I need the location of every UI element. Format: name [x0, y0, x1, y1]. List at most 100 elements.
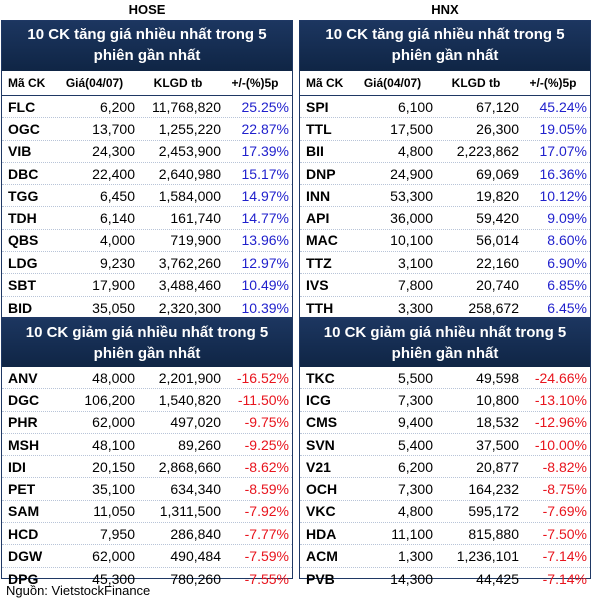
change-cell: -13.10%	[534, 391, 587, 408]
volume-cell: 161,740	[170, 210, 221, 227]
change-cell: -8.75%	[542, 481, 587, 498]
volume-cell: 56,014	[476, 232, 519, 249]
table-row: VKC 4,800 595,172 -7.69%	[300, 501, 590, 524]
volume-cell: 164,232	[468, 481, 519, 498]
price-cell: 11,050	[93, 503, 135, 520]
stock-code: SPI	[306, 98, 329, 115]
volume-cell: 89,260	[178, 436, 221, 453]
stock-code: TTZ	[306, 254, 332, 271]
table-row: FLC 6,200 11,768,820 25.25%	[2, 96, 292, 119]
price-cell: 1,300	[397, 548, 433, 565]
price-cell: 6,200	[397, 458, 433, 475]
stock-code: DNP	[306, 165, 336, 182]
table-row: SVN 5,400 37,500 -10.00%	[300, 434, 590, 457]
volume-cell: 1,311,500	[159, 503, 221, 520]
volume-cell: 19,820	[476, 187, 519, 204]
volume-cell: 20,877	[476, 458, 519, 475]
price-cell: 20,150	[92, 458, 135, 475]
stock-code: MSH	[8, 436, 40, 453]
volume-cell: 490,484	[170, 548, 221, 565]
table-row: ICG 7,300 10,800 -13.10%	[300, 389, 590, 412]
panel-title: 10 CK giảm giá nhiều nhất trong 5 phiên …	[2, 319, 292, 367]
table-row: INN 53,300 19,820 10.12%	[300, 185, 590, 208]
change-cell: -7.92%	[244, 503, 289, 520]
table-row: TTL 17,500 26,300 19.05%	[300, 118, 590, 141]
price-cell: 24,300	[92, 143, 135, 160]
change-cell: 14.77%	[241, 210, 289, 227]
change-cell: 9.09%	[547, 210, 587, 227]
col-code: Mã CK	[8, 76, 46, 90]
volume-cell: 2,453,900	[158, 143, 221, 160]
stock-code: TTL	[306, 120, 332, 137]
col-change: +/-(%)5p	[529, 76, 577, 90]
table-row: IVS 7,800 20,740 6.85%	[300, 274, 590, 297]
volume-cell: 22,160	[476, 254, 519, 271]
volume-cell: 258,672	[468, 299, 519, 316]
table-row: ANV 48,000 2,201,900 -16.52%	[2, 367, 292, 390]
price-cell: 62,000	[92, 414, 135, 431]
table-row: LDG 9,230 3,762,260 12.97%	[2, 252, 292, 275]
table-row: DPG 45,300 780,260 -7.55%	[2, 568, 292, 590]
stock-code: VIB	[8, 143, 32, 160]
change-cell: 17.39%	[241, 143, 289, 160]
volume-cell: 1,255,220	[158, 120, 221, 137]
price-cell: 45,300	[92, 570, 135, 587]
price-cell: 7,300	[397, 391, 433, 408]
volume-cell: 2,320,300	[158, 299, 221, 316]
price-cell: 6,140	[99, 210, 135, 227]
volume-cell: 26,300	[476, 120, 519, 137]
col-code: Mã CK	[306, 76, 344, 90]
table-row: DNP 24,900 69,069 16.36%	[300, 163, 590, 186]
price-cell: 36,000	[390, 210, 433, 227]
stock-code: MAC	[306, 232, 338, 249]
change-cell: 14.97%	[241, 187, 289, 204]
stock-code: SVN	[306, 436, 335, 453]
table-row: BII 4,800 2,223,862 17.07%	[300, 141, 590, 163]
stock-code: LDG	[8, 254, 38, 271]
table-row: PET 35,100 634,340 -8.59%	[2, 478, 292, 501]
change-cell: -11.50%	[237, 391, 289, 408]
change-cell: 10.12%	[539, 187, 587, 204]
stock-code: SBT	[8, 277, 36, 294]
change-cell: -7.14%	[542, 548, 587, 565]
table-row: TKC 5,500 49,598 -24.66%	[300, 367, 590, 390]
change-cell: -12.96%	[534, 414, 587, 431]
price-cell: 5,400	[397, 436, 433, 453]
volume-cell: 780,260	[170, 570, 221, 587]
volume-cell: 49,598	[476, 369, 519, 386]
change-cell: 10.39%	[241, 299, 289, 316]
column-headers: Mã CK Giá(04/07) KLGD tb +/-(%)5p	[300, 71, 590, 96]
price-cell: 3,300	[397, 299, 433, 316]
price-cell: 35,050	[92, 299, 135, 316]
stock-code: CMS	[306, 414, 338, 431]
volume-cell: 59,420	[476, 210, 519, 227]
table-row: TGG 6,450 1,584,000 14.97%	[2, 185, 292, 208]
price-cell: 10,100	[390, 232, 433, 249]
panel-title: 10 CK giảm giá nhiều nhất trong 5 phiên …	[300, 319, 590, 367]
change-cell: -7.55%	[244, 570, 289, 587]
change-cell: 19.05%	[539, 120, 587, 137]
price-cell: 22,400	[92, 165, 135, 182]
table-row: OGC 13,700 1,255,220 22.87%	[2, 118, 292, 141]
price-cell: 24,900	[390, 165, 433, 182]
table-row: ACM 1,300 1,236,101 -7.14%	[300, 545, 590, 568]
stock-code: TTH	[306, 299, 334, 316]
table-row: BID 35,050 2,320,300 10.39%	[2, 297, 292, 319]
table-row: DGW 62,000 490,484 -7.59%	[2, 545, 292, 568]
table-row: SPI 6,100 67,120 45.24%	[300, 96, 590, 119]
price-cell: 6,450	[99, 187, 135, 204]
stock-code: HCD	[8, 525, 39, 542]
table-row: DGC 106,200 1,540,820 -11.50%	[2, 389, 292, 412]
table-row: API 36,000 59,420 9.09%	[300, 207, 590, 230]
hnx-losers-panel: 10 CK giảm giá nhiều nhất trong 5 phiên …	[299, 318, 591, 587]
change-cell: -7.14%	[542, 570, 587, 587]
volume-cell: 67,120	[476, 98, 519, 115]
volume-cell: 44,425	[476, 570, 519, 587]
table-row: TTH 3,300 258,672 6.45%	[300, 297, 590, 319]
table-row: PVB 14,300 44,425 -7.14%	[300, 568, 590, 590]
price-cell: 48,100	[92, 436, 135, 453]
price-cell: 13,700	[92, 120, 135, 137]
stock-code: ICG	[306, 391, 331, 408]
volume-cell: 11,768,820	[151, 98, 221, 115]
change-cell: -9.25%	[244, 436, 289, 453]
